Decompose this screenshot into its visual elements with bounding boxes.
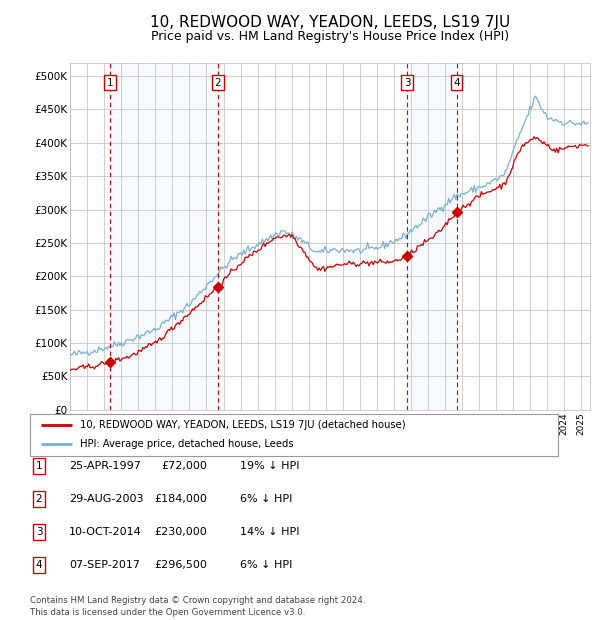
Text: £72,000: £72,000 <box>161 461 207 471</box>
Text: 6% ↓ HPI: 6% ↓ HPI <box>240 494 292 504</box>
Text: 6% ↓ HPI: 6% ↓ HPI <box>240 560 292 570</box>
Text: 1: 1 <box>106 78 113 87</box>
Text: 3: 3 <box>35 527 43 537</box>
Text: 19% ↓ HPI: 19% ↓ HPI <box>240 461 299 471</box>
Text: 3: 3 <box>404 78 410 87</box>
Text: Contains HM Land Registry data © Crown copyright and database right 2024.
This d: Contains HM Land Registry data © Crown c… <box>30 596 365 617</box>
Text: £230,000: £230,000 <box>154 527 207 537</box>
Text: HPI: Average price, detached house, Leeds: HPI: Average price, detached house, Leed… <box>80 440 294 450</box>
Text: 25-APR-1997: 25-APR-1997 <box>69 461 141 471</box>
Bar <box>110 63 218 410</box>
Text: 07-SEP-2017: 07-SEP-2017 <box>69 560 140 570</box>
Text: 4: 4 <box>35 560 43 570</box>
FancyBboxPatch shape <box>30 414 558 456</box>
Text: 1: 1 <box>35 461 43 471</box>
Text: £296,500: £296,500 <box>154 560 207 570</box>
Text: 2: 2 <box>214 78 221 87</box>
Text: 14% ↓ HPI: 14% ↓ HPI <box>240 527 299 537</box>
Bar <box>407 63 457 410</box>
Text: 29-AUG-2003: 29-AUG-2003 <box>69 494 143 504</box>
Text: 2: 2 <box>35 494 43 504</box>
Text: 10-OCT-2014: 10-OCT-2014 <box>69 527 142 537</box>
Text: 10, REDWOOD WAY, YEADON, LEEDS, LS19 7JU (detached house): 10, REDWOOD WAY, YEADON, LEEDS, LS19 7JU… <box>80 420 406 430</box>
Text: 10, REDWOOD WAY, YEADON, LEEDS, LS19 7JU: 10, REDWOOD WAY, YEADON, LEEDS, LS19 7JU <box>150 16 510 30</box>
Text: Price paid vs. HM Land Registry's House Price Index (HPI): Price paid vs. HM Land Registry's House … <box>151 30 509 43</box>
Text: 4: 4 <box>453 78 460 87</box>
Text: £184,000: £184,000 <box>154 494 207 504</box>
